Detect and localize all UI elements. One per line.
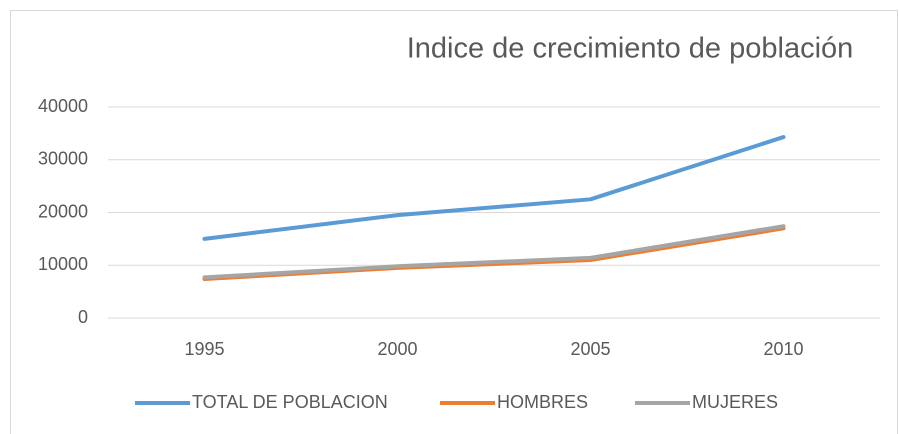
legend-label: TOTAL DE POBLACION: [192, 392, 388, 412]
legend-label: MUJERES: [692, 392, 778, 412]
y-tick-label: 40000: [38, 96, 88, 116]
y-tick-label: 10000: [38, 254, 88, 274]
y-tick-label: 20000: [38, 201, 88, 221]
x-tick-label: 1995: [184, 339, 224, 359]
series-line: [202, 224, 786, 280]
chart-frame: [10, 10, 898, 434]
y-tick-label: 0: [78, 307, 88, 327]
chart-title: Indice de crecimiento de población: [407, 33, 854, 65]
legend-label: HOMBRES: [497, 392, 588, 412]
x-tick-label: 2005: [570, 339, 610, 359]
x-tick-label: 2010: [763, 339, 803, 359]
series-line: [202, 135, 786, 241]
x-tick-label: 2000: [377, 339, 417, 359]
y-tick-label: 30000: [38, 149, 88, 169]
